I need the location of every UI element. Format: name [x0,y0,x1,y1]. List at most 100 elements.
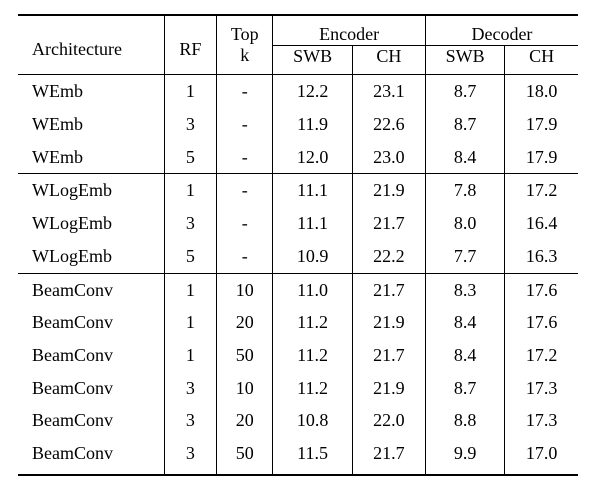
cell-enc-swb: 11.5 [273,437,352,475]
cell-enc-ch: 22.2 [352,240,425,273]
cell-dec-ch: 17.2 [505,174,578,207]
col-dec-swb: SWB [425,45,504,75]
col-decoder: Decoder [425,15,578,45]
table-row: WEmb3-11.922.68.717.9 [18,108,578,141]
cell-enc-swb: 11.2 [273,306,352,339]
cell-arch: BeamConv [18,372,164,405]
cell-topk: - [217,207,273,240]
cell-dec-ch: 17.2 [505,339,578,372]
cell-topk: - [217,108,273,141]
cell-enc-ch: 21.9 [352,174,425,207]
col-architecture: Architecture [18,15,164,75]
cell-enc-swb: 11.1 [273,174,352,207]
col-enc-swb: SWB [273,45,352,75]
cell-topk: 20 [217,404,273,437]
cell-dec-ch: 17.3 [505,372,578,405]
cell-dec-swb: 8.4 [425,141,504,174]
col-enc-ch: CH [352,45,425,75]
cell-dec-ch: 17.6 [505,306,578,339]
cell-rf: 1 [164,306,216,339]
cell-enc-ch: 21.7 [352,273,425,306]
cell-dec-ch: 17.3 [505,404,578,437]
cell-arch: WEmb [18,75,164,108]
cell-rf: 3 [164,207,216,240]
table-row: WLogEmb1-11.121.97.817.2 [18,174,578,207]
cell-topk: 20 [217,306,273,339]
cell-dec-swb: 8.7 [425,108,504,141]
cell-topk: - [217,75,273,108]
cell-rf: 5 [164,141,216,174]
col-encoder: Encoder [273,15,426,45]
cell-enc-swb: 10.8 [273,404,352,437]
cell-dec-ch: 16.3 [505,240,578,273]
cell-rf: 5 [164,240,216,273]
table-row: BeamConv11011.021.78.317.6 [18,273,578,306]
col-rf: RF [164,15,216,75]
cell-enc-swb: 10.9 [273,240,352,273]
cell-arch: BeamConv [18,404,164,437]
cell-dec-ch: 17.0 [505,437,578,475]
cell-dec-ch: 17.9 [505,108,578,141]
cell-dec-ch: 17.9 [505,141,578,174]
cell-arch: BeamConv [18,437,164,475]
cell-dec-swb: 8.3 [425,273,504,306]
cell-enc-swb: 11.2 [273,372,352,405]
cell-enc-swb: 12.0 [273,141,352,174]
cell-rf: 1 [164,339,216,372]
cell-enc-ch: 23.1 [352,75,425,108]
cell-dec-ch: 18.0 [505,75,578,108]
col-topk-bot: k [217,45,273,75]
cell-topk: - [217,240,273,273]
table-row: WEmb1-12.223.18.718.0 [18,75,578,108]
cell-topk: 50 [217,339,273,372]
cell-enc-ch: 21.7 [352,437,425,475]
results-table: Architecture RF Top Encoder Decoder k SW… [18,14,578,476]
cell-topk: - [217,174,273,207]
cell-enc-swb: 11.9 [273,108,352,141]
cell-enc-ch: 21.9 [352,372,425,405]
cell-arch: BeamConv [18,339,164,372]
cell-enc-swb: 12.2 [273,75,352,108]
cell-rf: 1 [164,273,216,306]
cell-enc-swb: 11.2 [273,339,352,372]
table-row: BeamConv32010.822.08.817.3 [18,404,578,437]
cell-enc-ch: 21.7 [352,339,425,372]
cell-enc-swb: 11.0 [273,273,352,306]
cell-enc-ch: 22.0 [352,404,425,437]
table-row: WEmb5-12.023.08.417.9 [18,141,578,174]
cell-dec-swb: 7.7 [425,240,504,273]
table-row: WLogEmb3-11.121.78.016.4 [18,207,578,240]
cell-rf: 1 [164,174,216,207]
cell-topk: 10 [217,273,273,306]
cell-topk: 10 [217,372,273,405]
cell-rf: 3 [164,108,216,141]
cell-enc-swb: 11.1 [273,207,352,240]
cell-topk: - [217,141,273,174]
header-row-1: Architecture RF Top Encoder Decoder [18,15,578,45]
cell-arch: WEmb [18,141,164,174]
cell-dec-swb: 8.0 [425,207,504,240]
cell-topk: 50 [217,437,273,475]
cell-dec-swb: 7.8 [425,174,504,207]
col-topk-top: Top [217,15,273,45]
cell-dec-ch: 16.4 [505,207,578,240]
col-dec-ch: CH [505,45,578,75]
cell-arch: WEmb [18,108,164,141]
table-row: BeamConv35011.521.79.917.0 [18,437,578,475]
cell-dec-swb: 8.8 [425,404,504,437]
cell-rf: 1 [164,75,216,108]
cell-dec-ch: 17.6 [505,273,578,306]
cell-enc-ch: 21.9 [352,306,425,339]
cell-dec-swb: 8.4 [425,306,504,339]
table-row: BeamConv31011.221.98.717.3 [18,372,578,405]
cell-enc-ch: 23.0 [352,141,425,174]
cell-dec-swb: 8.7 [425,75,504,108]
cell-dec-swb: 8.7 [425,372,504,405]
cell-rf: 3 [164,372,216,405]
cell-arch: WLogEmb [18,240,164,273]
cell-rf: 3 [164,437,216,475]
cell-enc-ch: 21.7 [352,207,425,240]
cell-arch: BeamConv [18,306,164,339]
table-row: WLogEmb5-10.922.27.716.3 [18,240,578,273]
cell-enc-ch: 22.6 [352,108,425,141]
